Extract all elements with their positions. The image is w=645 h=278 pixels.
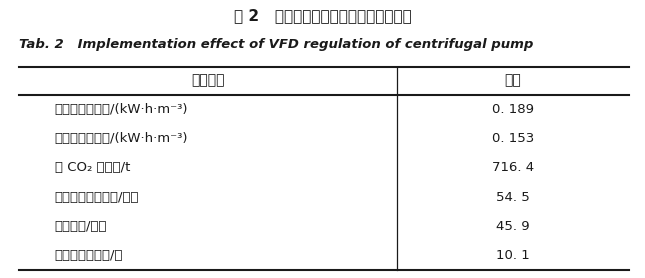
Text: 实施前平均电耗/(kW·h·m⁻³): 实施前平均电耗/(kW·h·m⁻³) xyxy=(55,103,188,116)
Text: 年 CO₂ 减排量/t: 年 CO₂ 减排量/t xyxy=(55,161,130,174)
Text: 10. 1: 10. 1 xyxy=(496,249,530,262)
Text: Tab. 2   Implementation effect of VFD regulation of centrifugal pump: Tab. 2 Implementation effect of VFD regu… xyxy=(19,38,533,51)
Text: 54. 5: 54. 5 xyxy=(496,190,530,203)
Text: 整体投资/万元: 整体投资/万元 xyxy=(55,220,107,233)
Text: 数值: 数值 xyxy=(504,74,521,88)
Text: 45. 9: 45. 9 xyxy=(496,220,530,233)
Text: 716. 4: 716. 4 xyxy=(491,161,534,174)
Text: 0. 189: 0. 189 xyxy=(491,103,534,116)
Text: 静态投资回收期/月: 静态投资回收期/月 xyxy=(55,249,123,262)
Text: 实施后平均电耗/(kW·h·m⁻³): 实施后平均电耗/(kW·h·m⁻³) xyxy=(55,132,188,145)
Text: 年运行电费节约值/万元: 年运行电费节约值/万元 xyxy=(55,190,139,203)
Text: 表 2   离心泵变频调速工程实例实施成效: 表 2 离心泵变频调速工程实例实施成效 xyxy=(233,8,412,23)
Text: 0. 153: 0. 153 xyxy=(491,132,534,145)
Text: 主要参数: 主要参数 xyxy=(192,74,224,88)
